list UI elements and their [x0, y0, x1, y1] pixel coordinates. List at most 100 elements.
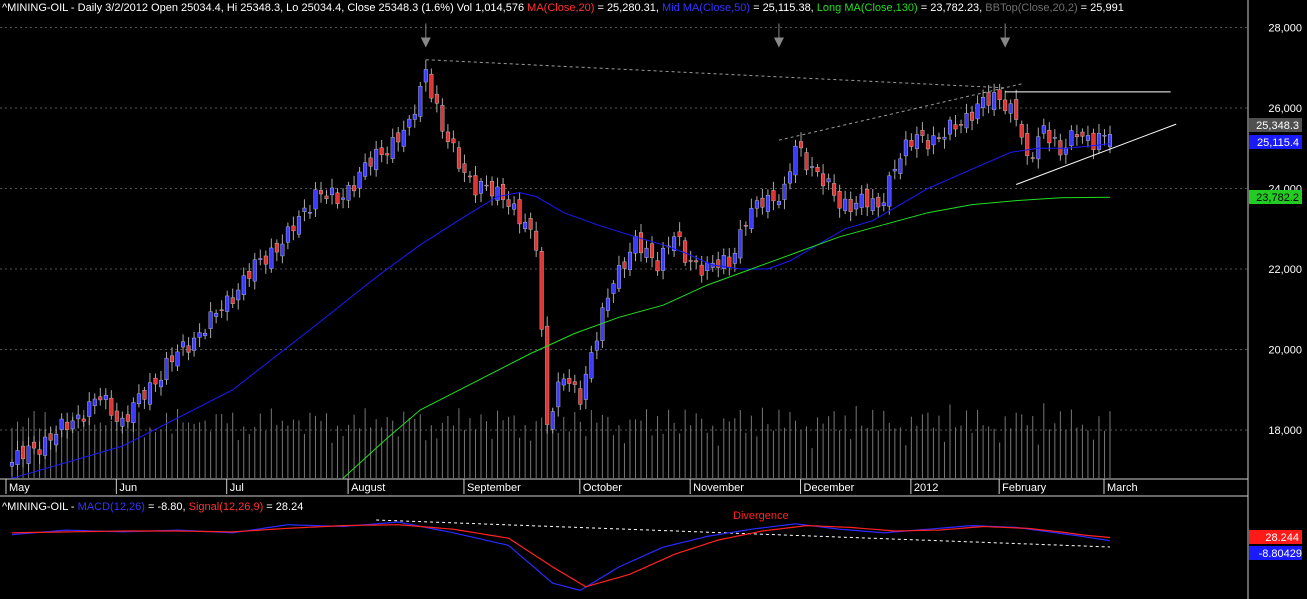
resistance-trendline — [425, 59, 1006, 89]
candle-up — [175, 351, 180, 367]
candle-up — [992, 92, 997, 110]
price-grid — [0, 27, 1248, 431]
long-ma-legend-label: Long MA(Close,130) — [817, 2, 918, 14]
candle-up — [782, 183, 787, 200]
trendlines — [420, 23, 1177, 185]
candle-down — [247, 271, 252, 279]
candle-down — [539, 251, 544, 330]
candle-up — [914, 134, 919, 149]
candle-down — [65, 421, 70, 430]
candle-up — [1069, 130, 1074, 147]
candle-down — [771, 190, 776, 202]
candle-up — [87, 401, 92, 417]
candle-up — [147, 382, 152, 405]
signal-line — [11, 524, 1111, 588]
bbtop-legend-label: BBTop(Close,20,2) — [985, 2, 1077, 14]
x-tick-label: August — [351, 482, 385, 494]
mid-ma-line — [11, 143, 1111, 479]
y-tick-label: 22,000 — [1268, 264, 1302, 276]
x-tick-label: Jul — [230, 482, 244, 494]
candle-down — [501, 184, 506, 200]
candle-down — [48, 433, 53, 441]
candle-down — [291, 225, 296, 232]
candle-up — [241, 275, 246, 296]
x-axis-month-labels: May Jun Jul August September October November D… — [5, 479, 1138, 494]
mid-ma-price-tag: 25,115.4 — [1249, 135, 1302, 149]
candle-up — [341, 197, 346, 200]
candle-up — [1085, 135, 1090, 141]
x-tick-label: October — [583, 482, 622, 494]
candle-down — [545, 325, 550, 425]
svg-text:28.244: 28.244 — [1265, 532, 1299, 544]
candle-up — [512, 203, 517, 210]
candle-up — [158, 379, 163, 388]
candle-up — [843, 198, 848, 211]
candle-down — [804, 152, 809, 171]
candle-up — [357, 171, 362, 189]
candle-down — [1014, 99, 1019, 120]
candle-up — [947, 119, 952, 135]
candle-down — [484, 184, 489, 187]
candle-up — [390, 137, 395, 159]
candle-up — [981, 97, 986, 108]
candle-up — [302, 207, 307, 212]
candle-up — [870, 198, 875, 211]
candle-up — [203, 333, 208, 336]
candle-down — [743, 224, 748, 227]
candle-up — [258, 258, 263, 260]
candle-up — [1096, 133, 1101, 150]
long-ma-line — [342, 196, 1111, 479]
candle-down — [467, 175, 472, 178]
x-tick-label: December — [804, 482, 855, 494]
candle-down — [1047, 129, 1052, 144]
candle-down — [153, 377, 158, 385]
candle-down — [230, 297, 235, 304]
candle-up — [903, 139, 908, 157]
x-tick-label: Jun — [119, 482, 137, 494]
candle-down — [98, 396, 103, 401]
signal-value-tag: 28.244 — [1249, 530, 1302, 544]
candle-down — [335, 192, 340, 204]
candle-down — [655, 260, 660, 272]
candle-up — [644, 247, 649, 258]
svg-text:23,782.2: 23,782.2 — [1256, 192, 1299, 204]
candle-up — [1036, 136, 1041, 160]
candle-down — [396, 132, 401, 143]
candle-up — [192, 337, 197, 351]
candle-up — [164, 357, 169, 381]
candle-up — [280, 243, 285, 257]
candle-up — [236, 289, 241, 301]
candle-down — [650, 243, 655, 258]
y-tick-label: 26,000 — [1268, 103, 1302, 115]
candle-up — [754, 200, 759, 209]
candle-down — [434, 93, 439, 104]
candle-up — [738, 229, 743, 259]
candle-up — [252, 259, 257, 282]
moving-averages — [11, 143, 1111, 479]
candle-up — [561, 378, 566, 386]
y-tick-label: 20,000 — [1268, 345, 1302, 357]
x-tick-label: February — [1002, 482, 1047, 494]
candle-down — [953, 124, 958, 130]
macd-chart-title: ^MINING-OIL - MACD(12,26) = -8.80, Signa… — [2, 501, 303, 513]
candle-up — [478, 181, 483, 194]
candle-down — [368, 157, 373, 167]
candle-up — [269, 247, 274, 269]
candle-up — [633, 235, 638, 254]
macd-line — [11, 521, 1111, 592]
candle-down — [925, 140, 930, 150]
candle-up — [131, 402, 136, 423]
candle-up — [495, 186, 500, 201]
candle-up — [964, 113, 969, 129]
volume-bars — [11, 403, 1111, 478]
candle-up — [1107, 134, 1112, 148]
triangle-support-line — [1016, 123, 1177, 185]
candle-down — [986, 92, 991, 106]
candle-down — [534, 230, 539, 251]
candle-up — [942, 136, 947, 140]
candle-up — [931, 135, 936, 146]
candle-up — [307, 211, 312, 214]
candle-down — [37, 449, 42, 455]
candle-up — [776, 201, 781, 205]
